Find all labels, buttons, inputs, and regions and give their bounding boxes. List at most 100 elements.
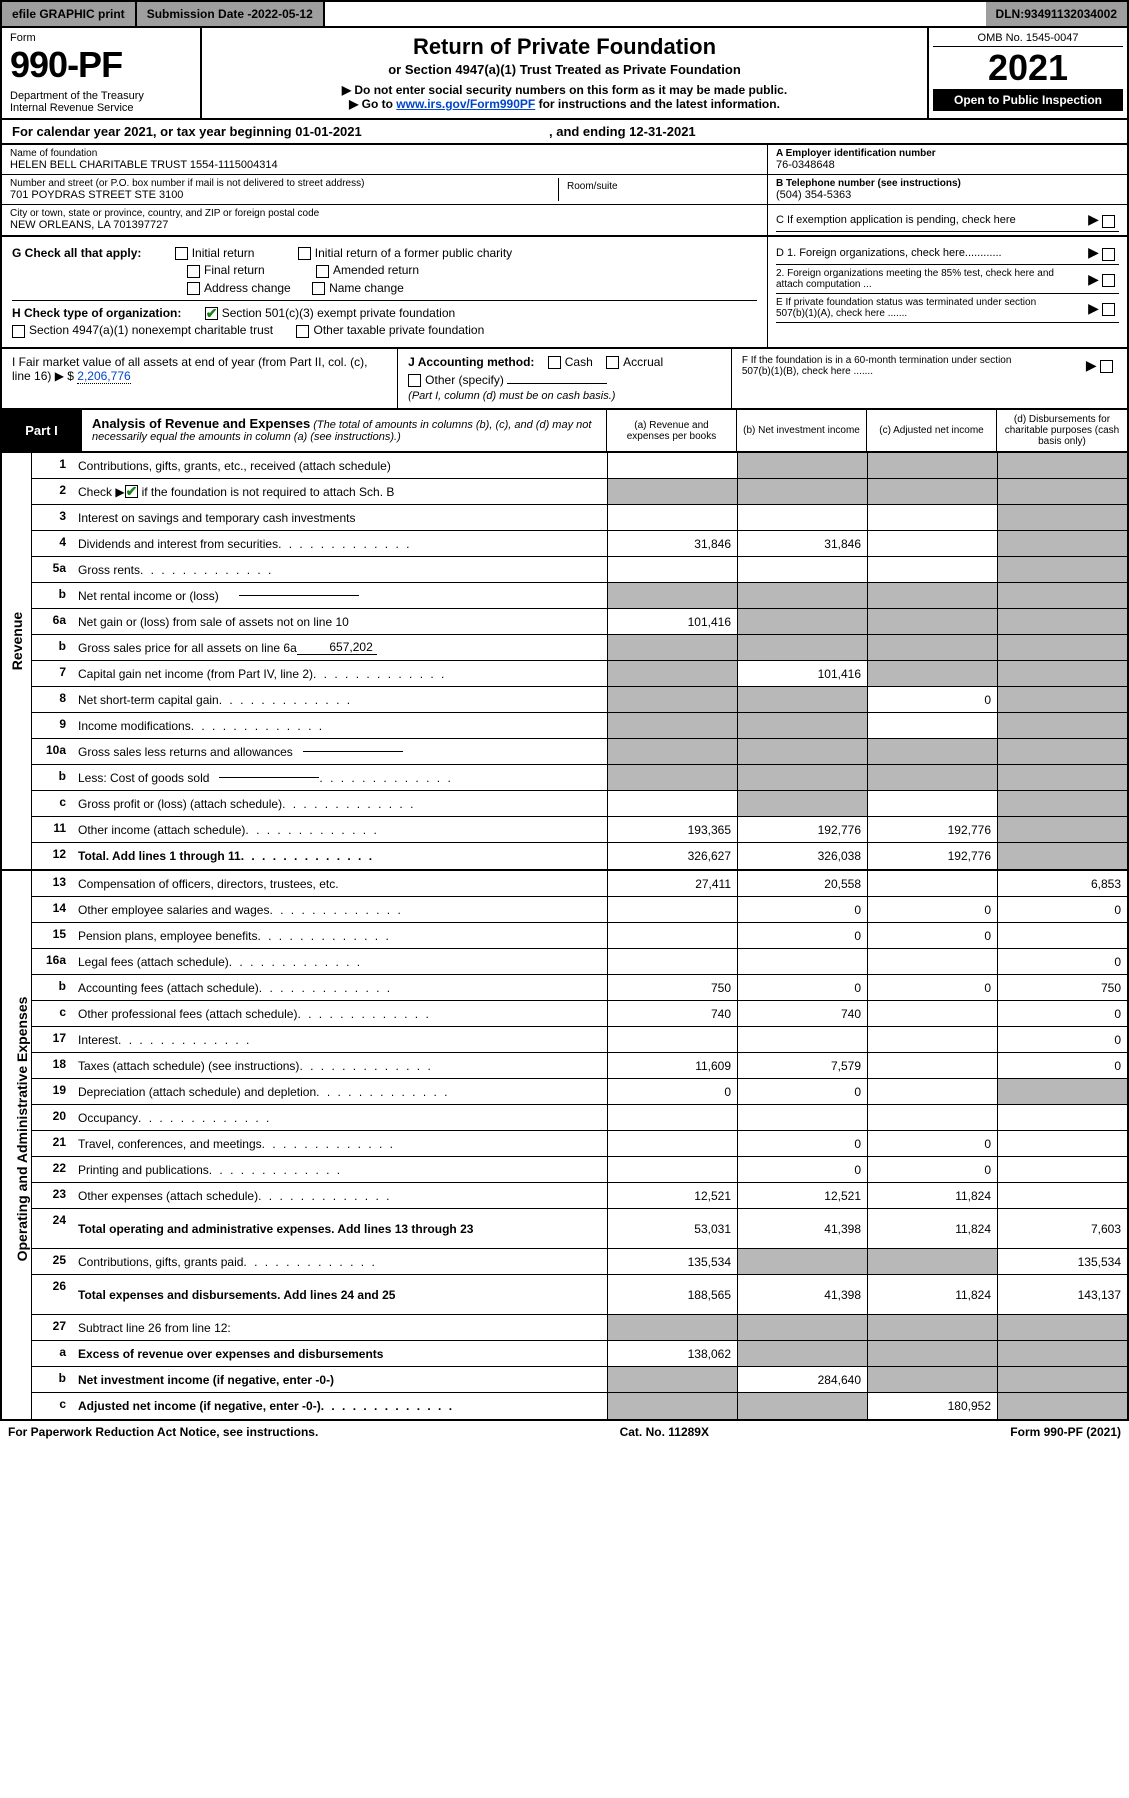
- line-9: Income modifications: [72, 713, 607, 738]
- h-label: H Check type of organization:: [12, 306, 181, 320]
- part1-title: Analysis of Revenue and Expenses: [92, 416, 310, 431]
- telephone: (504) 354-5363: [776, 189, 1119, 201]
- revenue-table: Revenue 1Contributions, gifts, grants, e…: [0, 453, 1129, 871]
- j-note: (Part I, column (d) must be on cash basi…: [408, 390, 721, 402]
- g-initial-former[interactable]: [298, 247, 311, 260]
- room-label: Room/suite: [567, 181, 751, 192]
- line-24: Total operating and administrative expen…: [72, 1209, 607, 1248]
- tax-year: 2021: [933, 47, 1123, 89]
- line-12: Total. Add lines 1 through 11: [72, 843, 607, 869]
- line-23: Other expenses (attach schedule): [72, 1183, 607, 1208]
- open-to-public: Open to Public Inspection: [933, 89, 1123, 111]
- j-label: J Accounting method:: [408, 355, 534, 369]
- footer-catno: Cat. No. 11289X: [620, 1425, 709, 1439]
- i-label: I Fair market value of all assets at end…: [12, 355, 367, 383]
- city-state-zip: NEW ORLEANS, LA 701397727: [10, 219, 759, 231]
- i-value: 2,206,776: [77, 369, 130, 384]
- footer-right: Form 990-PF (2021): [1010, 1425, 1121, 1439]
- line-15: Pension plans, employee benefits: [72, 923, 607, 948]
- line-16c: Other professional fees (attach schedule…: [72, 1001, 607, 1026]
- d2-checkbox[interactable]: [1102, 274, 1115, 287]
- line-26: Total expenses and disbursements. Add li…: [72, 1275, 607, 1314]
- h-4947a1[interactable]: [12, 325, 25, 338]
- street-address: 701 POYDRAS STREET STE 3100: [10, 189, 558, 201]
- line-27: Subtract line 26 from line 12:: [72, 1315, 607, 1340]
- col-c-header: (c) Adjusted net income: [867, 410, 997, 451]
- line-20: Occupancy: [72, 1105, 607, 1130]
- line-16b: Accounting fees (attach schedule): [72, 975, 607, 1000]
- efile-print-button[interactable]: efile GRAPHIC print: [2, 2, 137, 26]
- schb-checkbox[interactable]: [125, 485, 138, 498]
- g-final-return[interactable]: [187, 265, 200, 278]
- d2-label: 2. Foreign organizations meeting the 85%…: [776, 268, 1056, 290]
- line-25: Contributions, gifts, grants paid: [72, 1249, 607, 1274]
- form-note-2: ▶ Go to www.irs.gov/Form990PF for instru…: [214, 97, 915, 111]
- calendar-year-row: For calendar year 2021, or tax year begi…: [0, 120, 1129, 145]
- f-checkbox[interactable]: [1100, 360, 1113, 373]
- line-21: Travel, conferences, and meetings: [72, 1131, 607, 1156]
- c-checkbox[interactable]: [1102, 215, 1115, 228]
- line-10a: Gross sales less returns and allowances: [72, 739, 607, 764]
- c-label: C If exemption application is pending, c…: [776, 214, 1016, 226]
- g-address-change[interactable]: [187, 282, 200, 295]
- irs-link[interactable]: www.irs.gov/Form990PF: [396, 97, 535, 111]
- g-name-change[interactable]: [312, 282, 325, 295]
- form-number: 990-PF: [10, 44, 192, 86]
- line-27b: Net investment income (if negative, ente…: [72, 1367, 607, 1392]
- line-16a: Legal fees (attach schedule): [72, 949, 607, 974]
- omb-number: OMB No. 1545-0047: [933, 32, 1123, 47]
- e-label: E If private foundation status was termi…: [776, 297, 1056, 319]
- line-19: Depreciation (attach schedule) and deple…: [72, 1079, 607, 1104]
- ein: 76-0348648: [776, 159, 1119, 171]
- dln: DLN: 93491132034002: [986, 2, 1127, 26]
- form-title: Return of Private Foundation: [214, 34, 915, 60]
- line-5a: Gross rents: [72, 557, 607, 582]
- g-amended-return[interactable]: [316, 265, 329, 278]
- ein-label: A Employer identification number: [776, 148, 1119, 159]
- submission-date: Submission Date - 2022-05-12: [137, 2, 325, 26]
- line-18: Taxes (attach schedule) (see instruction…: [72, 1053, 607, 1078]
- line-7: Capital gain net income (from Part IV, l…: [72, 661, 607, 686]
- tel-label: B Telephone number (see instructions): [776, 178, 1119, 189]
- top-toolbar: efile GRAPHIC print Submission Date - 20…: [0, 0, 1129, 28]
- line-4: Dividends and interest from securities: [72, 531, 607, 556]
- ijf-row: I Fair market value of all assets at end…: [0, 349, 1129, 411]
- h-501c3[interactable]: [205, 307, 218, 320]
- line-6b: Gross sales price for all assets on line…: [72, 635, 607, 660]
- j-other[interactable]: [408, 374, 421, 387]
- line-14: Other employee salaries and wages: [72, 897, 607, 922]
- j-cash[interactable]: [548, 356, 561, 369]
- line-27a: Excess of revenue over expenses and disb…: [72, 1341, 607, 1366]
- g-initial-return[interactable]: [175, 247, 188, 260]
- line-10b: Less: Cost of goods sold: [72, 765, 607, 790]
- opex-table: Operating and Administrative Expenses 13…: [0, 871, 1129, 1421]
- line-13: Compensation of officers, directors, tru…: [72, 871, 607, 896]
- footer-left: For Paperwork Reduction Act Notice, see …: [8, 1425, 318, 1439]
- line-2: Check ▶ if the foundation is not require…: [72, 479, 607, 504]
- line-22: Printing and publications: [72, 1157, 607, 1182]
- e-checkbox[interactable]: [1102, 303, 1115, 316]
- city-label: City or town, state or province, country…: [10, 208, 759, 219]
- check-section: G Check all that apply: Initial return I…: [0, 237, 1129, 349]
- opex-sidelabel: Operating and Administrative Expenses: [14, 989, 30, 1269]
- d1-checkbox[interactable]: [1102, 248, 1115, 261]
- line-27c: Adjusted net income (if negative, enter …: [72, 1393, 607, 1419]
- foundation-name: HELEN BELL CHARITABLE TRUST 1554-1115004…: [10, 159, 759, 171]
- line-10c: Gross profit or (loss) (attach schedule): [72, 791, 607, 816]
- d1-label: D 1. Foreign organizations, check here..…: [776, 247, 1002, 259]
- form-subtitle: or Section 4947(a)(1) Trust Treated as P…: [214, 62, 915, 77]
- entity-block: Name of foundation HELEN BELL CHARITABLE…: [0, 145, 1129, 237]
- name-label: Name of foundation: [10, 148, 759, 159]
- line-8: Net short-term capital gain: [72, 687, 607, 712]
- g-label: G Check all that apply:: [12, 246, 141, 260]
- addr-label: Number and street (or P.O. box number if…: [10, 178, 558, 189]
- form-header: Form 990-PF Department of the Treasury I…: [0, 28, 1129, 120]
- col-b-header: (b) Net investment income: [737, 410, 867, 451]
- dept-label: Department of the Treasury Internal Reve…: [10, 90, 192, 114]
- col-d-header: (d) Disbursements for charitable purpose…: [997, 410, 1127, 451]
- j-accrual[interactable]: [606, 356, 619, 369]
- f-label: F If the foundation is in a 60-month ter…: [742, 355, 1022, 377]
- h-other-taxable[interactable]: [296, 325, 309, 338]
- line-5b: Net rental income or (loss): [72, 583, 607, 608]
- form-note-1: ▶ Do not enter social security numbers o…: [214, 83, 915, 97]
